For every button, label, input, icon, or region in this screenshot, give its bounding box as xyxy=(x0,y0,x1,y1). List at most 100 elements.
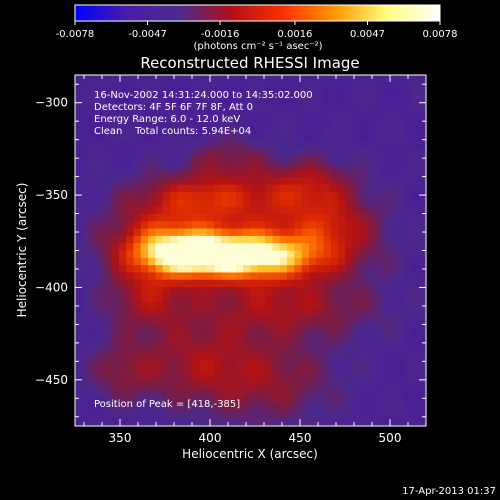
heatmap-cell xyxy=(96,352,105,361)
heatmap-cell xyxy=(228,272,237,281)
heatmap-cell xyxy=(206,162,215,171)
heatmap-cell xyxy=(330,118,339,127)
heatmap-cell xyxy=(272,89,281,98)
heatmap-cell xyxy=(111,389,120,398)
heatmap-cell xyxy=(396,396,405,405)
heatmap-cell xyxy=(228,140,237,149)
heatmap-cell xyxy=(104,192,113,200)
heatmap-cell xyxy=(287,162,295,171)
heatmap-cell xyxy=(96,396,105,405)
heatmap-cell xyxy=(82,374,91,383)
heatmap-cell xyxy=(250,206,259,215)
heatmap-cell xyxy=(148,184,157,193)
heatmap-cell xyxy=(265,404,274,412)
heatmap-cell xyxy=(126,309,135,317)
colorbar-tick-label: 0.0047 xyxy=(350,29,385,40)
heatmap-cell xyxy=(345,418,354,426)
heatmap-cell xyxy=(199,177,208,186)
heatmap-cell xyxy=(192,316,200,325)
heatmap-cell xyxy=(133,184,142,193)
heatmap-cell xyxy=(228,338,237,347)
heatmap-cell xyxy=(404,177,412,186)
heatmap-cell xyxy=(199,418,208,426)
heatmap-cell xyxy=(148,287,157,295)
heatmap-cell xyxy=(367,162,376,171)
heatmap-cell xyxy=(111,287,120,295)
heatmap-cell xyxy=(126,389,135,398)
heatmap-cell xyxy=(309,228,317,237)
x-tick-label: 500 xyxy=(379,431,402,445)
heatmap-cell xyxy=(301,206,310,215)
heatmap-cell xyxy=(294,184,303,193)
heatmap-cell xyxy=(155,382,164,391)
heatmap-cell xyxy=(330,374,339,383)
heatmap-cell xyxy=(367,111,376,120)
heatmap-cell xyxy=(82,411,91,420)
heatmap-cell xyxy=(404,316,412,325)
heatmap-cell xyxy=(133,404,142,412)
heatmap-cell xyxy=(228,243,237,252)
heatmap-cell xyxy=(418,338,426,347)
heatmap-cell xyxy=(418,96,426,105)
heatmap-cell xyxy=(338,389,347,398)
heatmap-cell xyxy=(287,411,295,420)
heatmap-cell xyxy=(170,192,178,200)
heatmap-cell xyxy=(411,177,420,186)
heatmap-cell xyxy=(199,162,208,171)
heatmap-cell xyxy=(89,265,98,274)
heatmap-cell xyxy=(228,250,237,259)
heatmap-cell xyxy=(309,82,317,91)
heatmap-cell xyxy=(89,206,98,215)
heatmap-cell xyxy=(396,345,405,354)
heatmap-cell xyxy=(155,162,164,171)
heatmap-cell xyxy=(82,360,91,369)
heatmap-cell xyxy=(418,82,426,91)
heatmap-cell xyxy=(330,404,339,412)
heatmap-cell xyxy=(75,272,83,281)
heatmap-cell xyxy=(82,309,91,317)
heatmap-cell xyxy=(265,177,274,186)
heatmap-cell xyxy=(170,316,178,325)
heatmap-cell xyxy=(301,140,310,149)
heatmap-cell xyxy=(323,404,332,412)
heatmap-cell xyxy=(352,199,361,208)
heatmap-cell xyxy=(309,367,317,376)
heatmap-cell xyxy=(75,338,83,347)
heatmap-cell xyxy=(411,235,420,244)
heatmap-cell xyxy=(155,316,164,325)
heatmap-cell xyxy=(235,389,244,398)
heatmap-cell xyxy=(199,221,208,230)
heatmap-cell xyxy=(148,418,157,426)
heatmap-cell xyxy=(404,126,412,135)
heatmap-cell xyxy=(374,404,383,412)
heatmap-cell xyxy=(345,148,354,157)
heatmap-cell xyxy=(323,199,332,208)
heatmap-cell xyxy=(221,162,230,171)
heatmap-cell xyxy=(374,104,383,113)
heatmap-cell xyxy=(140,96,149,105)
heatmap-cell xyxy=(389,177,398,186)
heatmap-cell xyxy=(162,221,171,230)
heatmap-cell xyxy=(367,418,376,426)
heatmap-cell xyxy=(221,221,230,230)
heatmap-cell xyxy=(374,118,383,127)
heatmap-cell xyxy=(184,352,193,361)
heatmap-cell xyxy=(126,162,135,171)
heatmap-cell xyxy=(396,382,405,391)
heatmap-cell xyxy=(257,309,266,317)
heatmap-cell xyxy=(96,104,105,113)
heatmap-cell xyxy=(221,374,230,383)
heatmap-cell xyxy=(323,257,332,266)
heatmap-cell xyxy=(89,382,98,391)
heatmap-cell xyxy=(265,279,274,288)
heatmap-cell xyxy=(265,287,274,295)
heatmap-cell xyxy=(206,184,215,193)
heatmap-cell xyxy=(177,126,186,135)
heatmap-cell xyxy=(177,411,186,420)
heatmap-cell xyxy=(396,418,405,426)
heatmap-cell xyxy=(265,228,274,237)
heatmap-cell xyxy=(301,411,310,420)
heatmap-cell xyxy=(374,192,383,200)
heatmap-cell xyxy=(418,389,426,398)
heatmap-cell xyxy=(89,177,98,186)
